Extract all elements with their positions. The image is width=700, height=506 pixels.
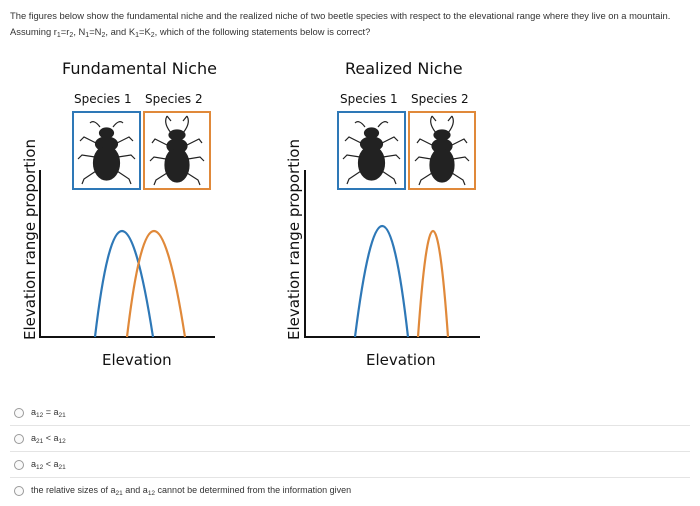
option-a12-less-than-a21[interactable]: a12 < a21 xyxy=(10,452,690,478)
option-a12-equals-a21[interactable]: a12 = a21 xyxy=(10,400,690,426)
realized-species1-curve xyxy=(353,224,410,338)
option-label: a21 < a12 xyxy=(31,432,66,445)
realized-axes xyxy=(304,170,480,338)
radio-button[interactable] xyxy=(14,407,24,418)
realized-xlabel: Elevation xyxy=(366,351,436,369)
stag-beetle-icon xyxy=(414,115,470,186)
realized-niche-title: Realized Niche xyxy=(345,59,463,78)
fundamental-species2-label: Species 2 xyxy=(145,92,203,106)
stag-beetle-icon xyxy=(149,115,205,186)
realized-species2-label: Species 2 xyxy=(411,92,469,106)
realized-species1-image xyxy=(337,111,406,190)
fundamental-niche-title: Fundamental Niche xyxy=(62,59,217,78)
answer-options: a12 = a21 a21 < a12 a12 < a21 the relati… xyxy=(10,400,690,503)
option-label: a12 = a21 xyxy=(31,406,66,419)
beetle-icon xyxy=(77,121,136,185)
option-label: the relative sizes of a21 and a12 cannot… xyxy=(31,484,352,497)
radio-button[interactable] xyxy=(14,459,24,470)
niche-plots xyxy=(39,170,480,338)
fundamental-axes xyxy=(39,170,215,338)
realized-species2-image xyxy=(408,111,476,190)
fundamental-species1-label: Species 1 xyxy=(74,92,132,106)
option-label: a12 < a21 xyxy=(31,458,66,471)
realized-species1-label: Species 1 xyxy=(340,92,398,106)
realized-species2-curve xyxy=(416,229,450,338)
realized-ylabel: Elevation range proportion xyxy=(285,139,303,340)
radio-button[interactable] xyxy=(14,485,24,496)
option-cannot-be-determined[interactable]: the relative sizes of a21 and a12 cannot… xyxy=(10,478,690,503)
option-a21-less-than-a12[interactable]: a21 < a12 xyxy=(10,426,690,452)
fundamental-species1-image xyxy=(72,111,141,190)
fundamental-xlabel: Elevation xyxy=(102,351,172,369)
fundamental-species2-curve xyxy=(125,229,187,338)
fundamental-species1-curve xyxy=(93,229,155,338)
beetle-icon xyxy=(342,121,401,185)
radio-button[interactable] xyxy=(14,433,24,444)
question-text: The figures below show the fundamental n… xyxy=(10,10,671,39)
fundamental-species2-image xyxy=(143,111,211,190)
fundamental-ylabel: Elevation range proportion xyxy=(21,139,39,340)
